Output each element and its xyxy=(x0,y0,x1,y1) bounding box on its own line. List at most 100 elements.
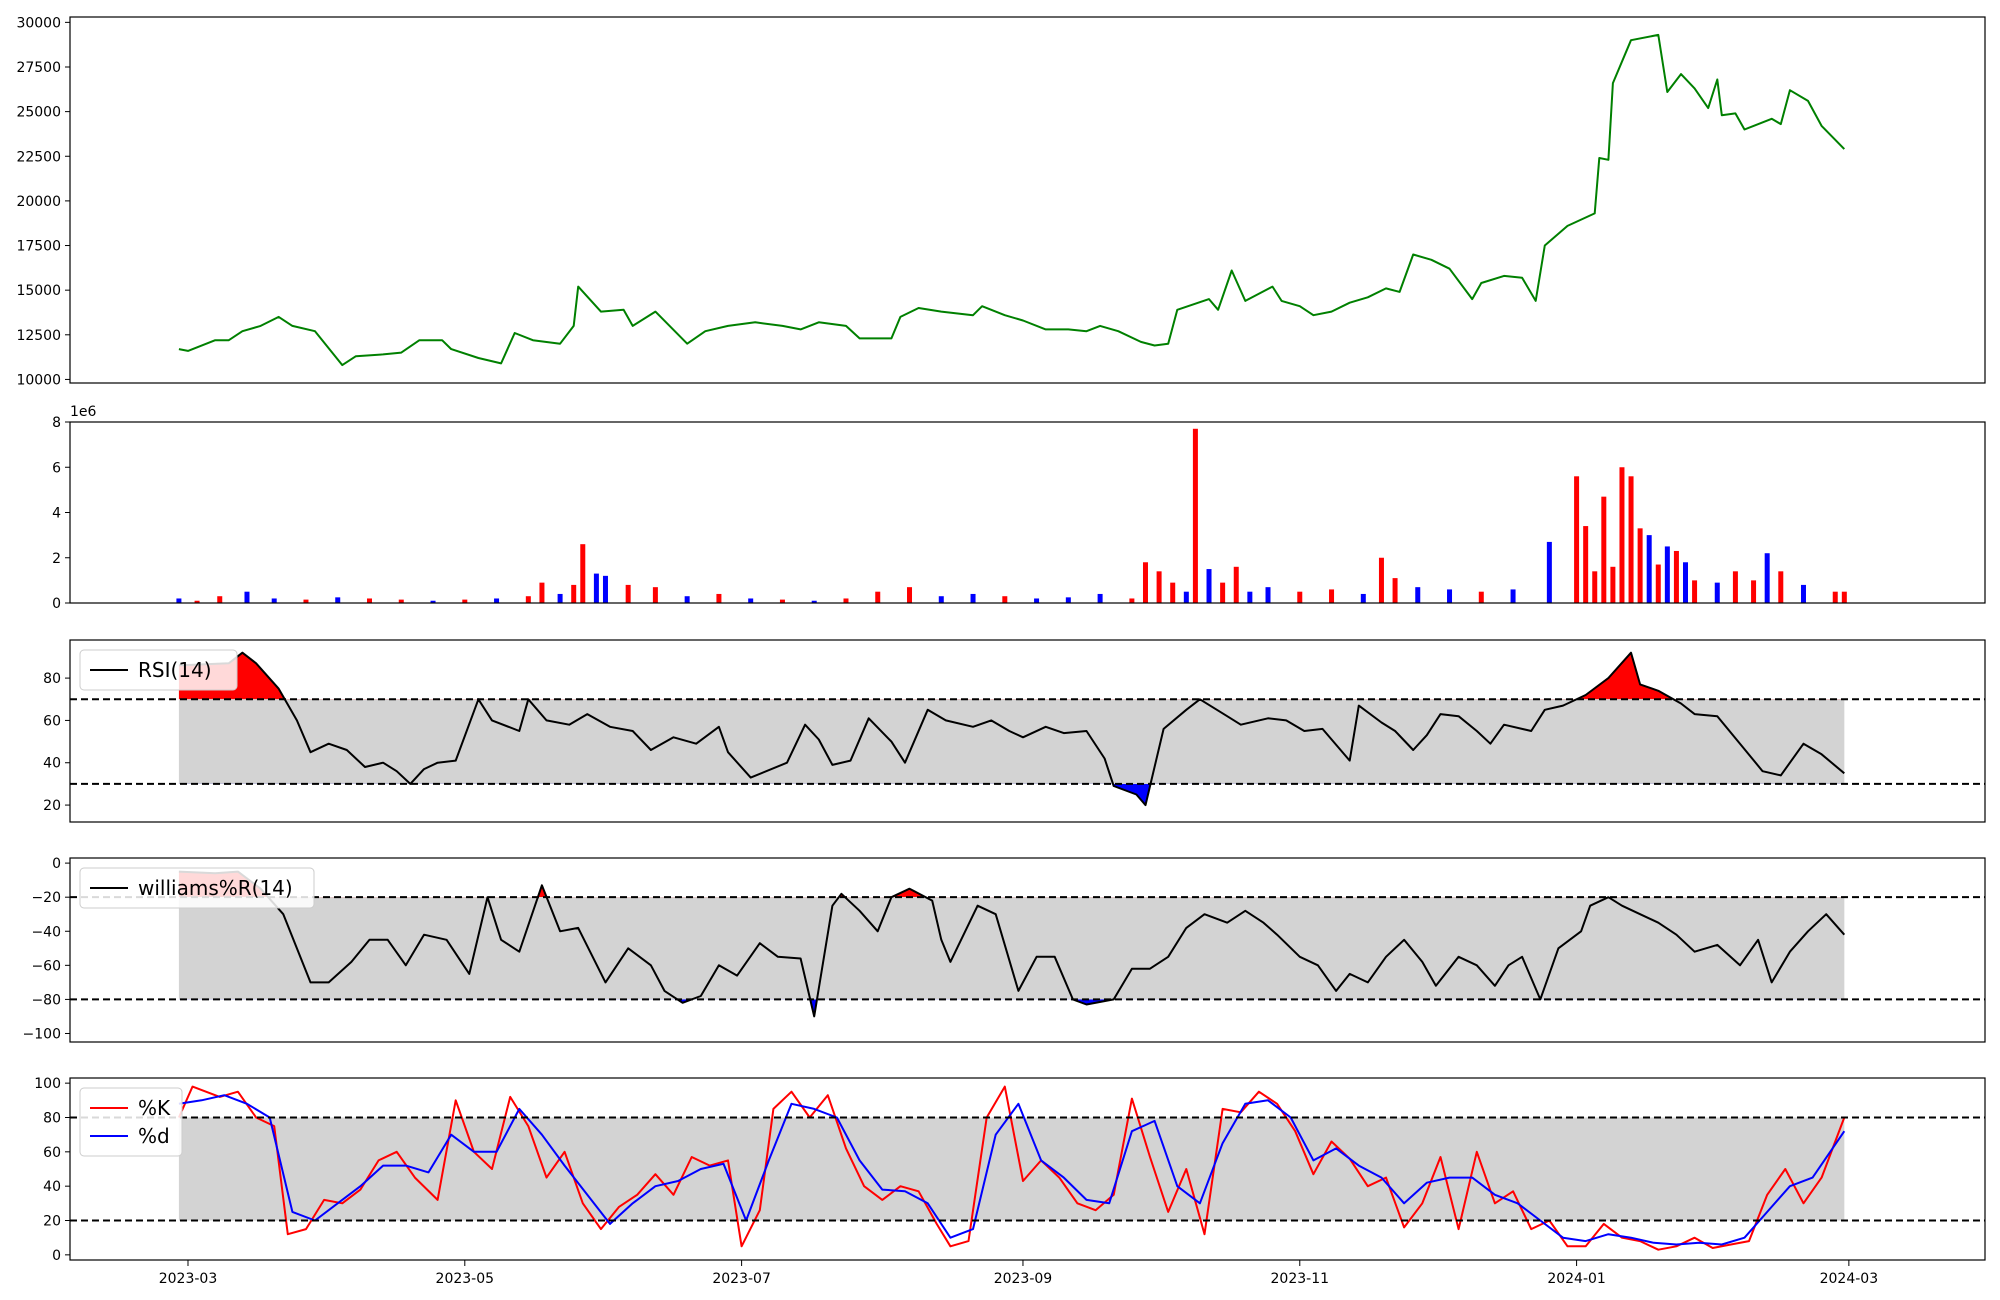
volume-bar xyxy=(1610,566,1616,603)
volume-bar xyxy=(367,598,373,603)
volume-bar xyxy=(217,596,223,603)
volume-bar xyxy=(1655,564,1661,603)
y-tick-label: 17500 xyxy=(16,239,61,255)
volume-bar xyxy=(1247,591,1253,603)
volume-bar xyxy=(1129,598,1135,603)
volume-bar xyxy=(1297,591,1303,603)
volume-offset-label: 1e6 xyxy=(70,404,97,420)
volume-bar xyxy=(938,596,944,603)
volume-bar xyxy=(652,587,658,603)
y-tick-label: 22500 xyxy=(16,149,61,165)
volume-bar xyxy=(1628,476,1634,603)
neutral-zone-band xyxy=(178,897,1845,1000)
volume-bar xyxy=(335,597,341,603)
volume-bar xyxy=(1415,587,1421,603)
volume-bar xyxy=(1664,546,1670,603)
volume-bar xyxy=(1392,578,1398,603)
volume-bar xyxy=(811,600,817,603)
y-tick-label: 100 xyxy=(34,1076,61,1092)
y-tick-label: −20 xyxy=(31,890,61,906)
volume-bar xyxy=(1682,562,1688,603)
chart-panels: 1000012500150001750020000225002500027500… xyxy=(16,15,1986,1264)
panel-frame xyxy=(69,639,1986,823)
volume-bar xyxy=(303,599,309,603)
y-tick-label: 60 xyxy=(43,713,61,729)
y-tick-label: 10000 xyxy=(16,372,61,388)
y-tick-label: 40 xyxy=(43,1179,61,1195)
volume-bar xyxy=(1156,571,1162,603)
volume-bar xyxy=(1800,584,1806,603)
volume-bar xyxy=(1329,589,1335,603)
volume-bar xyxy=(1619,467,1625,603)
volume-bar xyxy=(1220,582,1226,603)
volume-bar xyxy=(1673,550,1679,603)
x-tick-label: 2024-03 xyxy=(1820,1271,1879,1287)
volume-bar xyxy=(1714,582,1720,603)
x-tick-label: 2023-09 xyxy=(994,1271,1053,1287)
volume-bar xyxy=(970,593,976,603)
y-tick-label: −60 xyxy=(31,958,61,974)
panel-volume: 0 2 4 6 8 1e6 xyxy=(52,404,1986,612)
x-tick-label: 2024-01 xyxy=(1547,1271,1606,1287)
volume-bar xyxy=(1583,526,1589,603)
volume-bar xyxy=(1002,596,1008,603)
volume-bar xyxy=(1206,569,1212,603)
y-tick-label: 0 xyxy=(52,856,61,872)
y-tick-label: 12500 xyxy=(16,328,61,344)
y-tick-label: 60 xyxy=(43,1145,61,1161)
legend-box xyxy=(79,1087,183,1157)
y-tick-label: −40 xyxy=(31,924,61,940)
y-tick-label: 8 xyxy=(52,415,61,431)
y-tick-label: 80 xyxy=(43,1110,61,1126)
y-tick-label: 80 xyxy=(43,671,61,687)
panel-stochastic: 0 20 40 60 80 100 %K %d xyxy=(34,1076,1986,1264)
volume-bar xyxy=(1841,591,1847,603)
volume-bar xyxy=(602,575,608,603)
volume-bar xyxy=(1646,535,1652,603)
volume-bar xyxy=(1265,587,1271,603)
volume-bar xyxy=(525,596,531,603)
volume-bar xyxy=(571,584,577,603)
volume-bar xyxy=(398,599,404,603)
volume-bar xyxy=(1065,597,1071,603)
volume-bar xyxy=(748,598,754,603)
volume-bar xyxy=(684,596,690,603)
volume-bar xyxy=(593,573,599,603)
volume-bar xyxy=(1637,528,1643,603)
volume-bar xyxy=(1142,562,1148,603)
volume-bar xyxy=(1192,428,1198,603)
volume-bar xyxy=(1751,580,1757,603)
volume-bar xyxy=(244,591,250,603)
y-tick-label: 20 xyxy=(43,798,61,814)
x-tick-label: 2023-05 xyxy=(436,1271,495,1287)
volume-bar xyxy=(430,600,436,603)
y-tick-label: 0 xyxy=(52,596,61,612)
x-tick-label: 2023-07 xyxy=(712,1271,771,1287)
y-tick-label: 15000 xyxy=(16,283,61,299)
volume-bar xyxy=(1378,557,1384,603)
legend-label: RSI(14) xyxy=(138,658,212,682)
y-tick-label: 25000 xyxy=(16,105,61,121)
panel-frame xyxy=(69,421,1986,604)
volume-bar xyxy=(462,599,468,603)
y-tick-label: 6 xyxy=(52,460,61,476)
volume-bar xyxy=(176,598,182,603)
volume-bar xyxy=(1692,580,1698,603)
volume-bar xyxy=(580,544,586,603)
y-tick-label: −100 xyxy=(23,1026,61,1042)
price-line xyxy=(178,33,1846,367)
volume-bar xyxy=(1034,598,1040,603)
panel-frame xyxy=(69,16,1986,384)
volume-bar xyxy=(1447,589,1453,603)
volume-bar xyxy=(907,587,913,603)
panel-rsi: 20 40 60 80 RSI(14) xyxy=(43,639,1986,823)
volume-bar xyxy=(1732,571,1738,603)
neutral-zone-band xyxy=(178,1117,1845,1221)
volume-bar xyxy=(1778,571,1784,603)
williams_r-line xyxy=(178,870,1846,1018)
volume-bar xyxy=(1233,566,1239,603)
y-tick-label: 27500 xyxy=(16,60,61,76)
y-tick-label: 20000 xyxy=(16,194,61,210)
volume-bar xyxy=(1546,541,1552,603)
